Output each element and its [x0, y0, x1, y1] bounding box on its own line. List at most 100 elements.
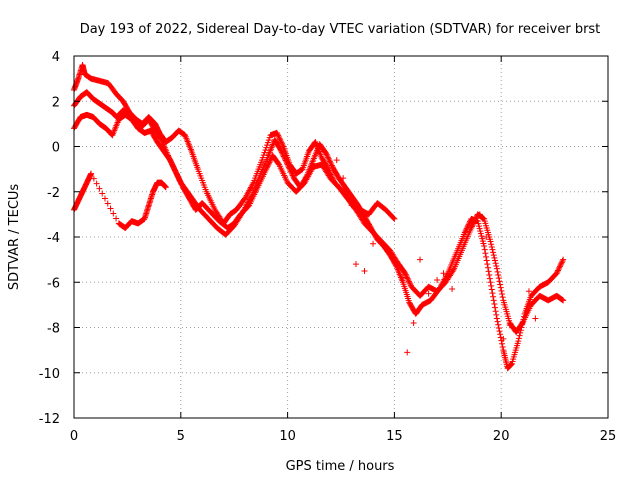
data-point [490, 297, 497, 304]
data-point [499, 343, 506, 350]
data-point [278, 149, 285, 156]
data-point [495, 321, 502, 328]
data-point [110, 210, 117, 217]
data-point [517, 329, 524, 336]
data-point [273, 129, 280, 136]
y-tick-label: -8 [47, 322, 60, 337]
data-point [516, 332, 523, 339]
x-tick-label: 5 [177, 429, 185, 444]
series-scattered-points [333, 157, 539, 356]
data-point [498, 287, 505, 294]
data-point [497, 334, 504, 341]
data-point [490, 252, 497, 259]
data-point [169, 162, 176, 169]
data-point [492, 260, 499, 267]
data-point [493, 311, 500, 318]
data-point [494, 268, 501, 275]
data-point [289, 171, 296, 178]
data-point [495, 275, 502, 282]
y-tick-label: -4 [47, 231, 60, 246]
data-point [282, 157, 289, 164]
data-point [175, 175, 182, 182]
series-trace-d [71, 170, 169, 231]
data-point [326, 157, 333, 164]
data-point [417, 256, 424, 263]
data-point [488, 286, 495, 293]
data-point [101, 195, 108, 202]
data-point [404, 275, 411, 282]
data-point [554, 268, 561, 275]
data-point [406, 279, 413, 286]
y-axis-ticks: -12 -10 -8 -6 -4 -2 0 2 4 [39, 50, 608, 427]
data-point [283, 160, 290, 167]
data-point [449, 286, 456, 293]
y-tick-label: -12 [39, 412, 60, 427]
data-point [465, 221, 472, 228]
data-point [286, 165, 293, 172]
data-point [499, 291, 506, 298]
data-point [493, 265, 500, 272]
data-point [553, 270, 560, 277]
data-point [490, 293, 497, 300]
data-point [399, 274, 406, 281]
data-point [487, 279, 494, 286]
chart-title: Day 193 of 2022, Sidereal Day-to-day VTE… [80, 22, 601, 37]
data-point [407, 281, 414, 288]
data-point [99, 190, 106, 197]
data-point [277, 138, 284, 145]
data-point [483, 234, 490, 240]
data-point [174, 172, 181, 179]
data-point [340, 175, 347, 182]
data-point [166, 155, 173, 162]
data-point [172, 168, 179, 175]
data-point [557, 262, 564, 269]
data-point [488, 241, 495, 248]
data-point [500, 335, 507, 342]
data-point [491, 300, 498, 307]
data-point [285, 162, 292, 169]
data-point [173, 170, 180, 177]
data-points [71, 62, 567, 372]
data-point [492, 308, 499, 315]
data-point [176, 176, 183, 183]
data-point [405, 276, 412, 283]
data-point [403, 272, 410, 279]
data-point [391, 215, 398, 222]
data-point [482, 250, 489, 257]
data-point [333, 157, 340, 164]
data-point [489, 290, 496, 297]
data-point [324, 154, 331, 161]
data-point [392, 262, 399, 269]
data-point [325, 155, 332, 162]
data-point [450, 267, 457, 274]
data-point [288, 169, 295, 176]
data-point [276, 135, 283, 142]
data-point [518, 324, 525, 331]
data-point [488, 243, 495, 250]
data-point [492, 257, 499, 264]
data-point [481, 246, 488, 253]
x-axis-ticks: 0 5 10 15 20 25 [70, 56, 616, 444]
data-point [497, 284, 504, 291]
data-point [171, 166, 178, 173]
data-point [348, 202, 355, 209]
data-point [327, 159, 334, 166]
data-point [434, 276, 441, 283]
data-point [275, 160, 282, 167]
data-point [506, 322, 513, 329]
data-point [488, 282, 495, 289]
data-point [521, 313, 528, 320]
data-point [265, 162, 272, 169]
data-point [496, 278, 503, 285]
data-point [402, 270, 409, 277]
data-point [405, 278, 412, 285]
data-point [517, 327, 524, 334]
y-tick-label: -2 [47, 186, 60, 201]
data-point [370, 240, 377, 247]
data-point [560, 297, 567, 304]
data-point [497, 281, 504, 288]
y-tick-label: 4 [52, 50, 60, 65]
data-point [96, 185, 103, 192]
y-tick-label: 0 [52, 141, 60, 156]
